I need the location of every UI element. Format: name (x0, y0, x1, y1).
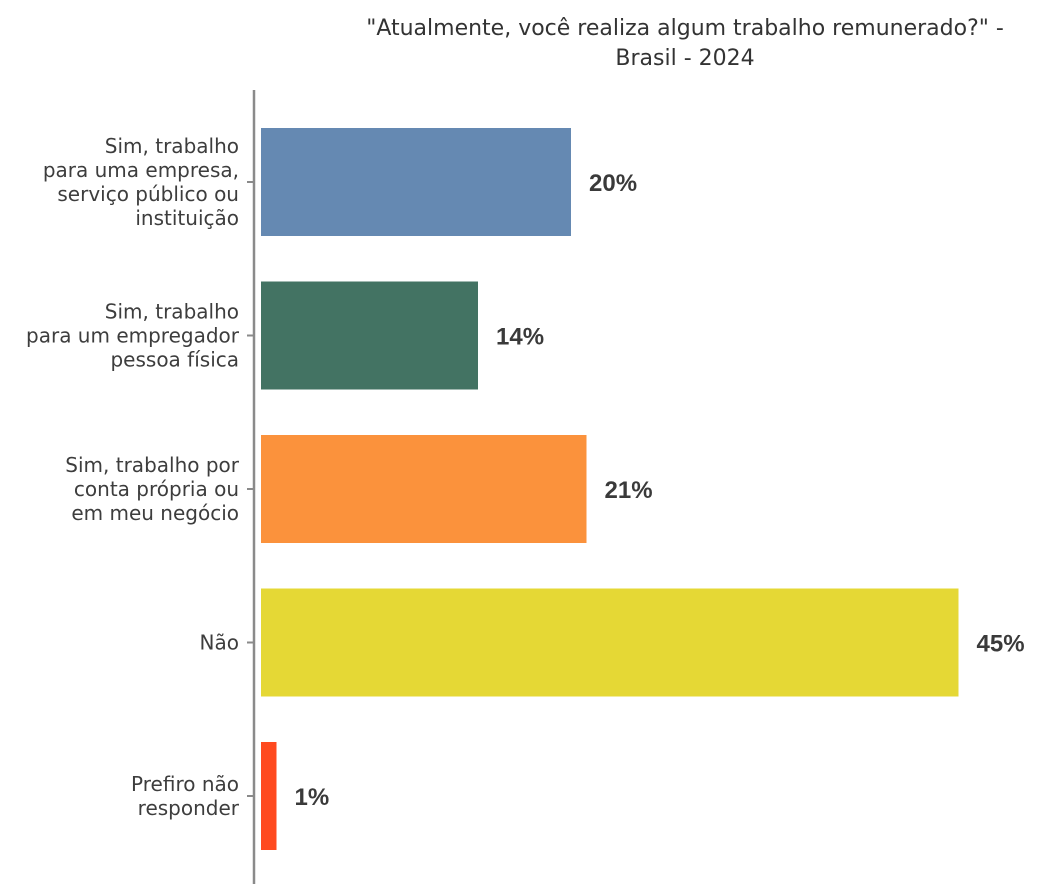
value-label-0: 20% (589, 170, 637, 197)
category-label-1-line-1: para um empregador (26, 324, 240, 348)
value-label-2: 21% (605, 477, 653, 504)
bar-0 (261, 128, 571, 236)
bar-2 (261, 435, 587, 543)
category-label-0-line-3: instituição (135, 206, 239, 230)
bar-1 (261, 281, 478, 390)
value-label-1: 14% (496, 324, 544, 351)
chart-title-line-2: Brasil - 2024 (615, 46, 755, 71)
category-label-1-line-2: pessoa física (110, 348, 239, 372)
value-label-3: 45% (977, 631, 1025, 658)
value-label-4: 1% (295, 784, 330, 811)
category-label-4: Prefiro não responder (131, 772, 240, 820)
category-label-2-line-2: em meu negócio (71, 501, 239, 525)
category-label-3: Não (200, 631, 239, 655)
category-label-4-line-0: Prefiro não (131, 772, 239, 796)
category-label-3-line-0: Não (200, 631, 239, 655)
category-label-1: Sim, trabalho para um empregador pessoa fí… (26, 300, 240, 372)
category-label-4-line-1: responder (138, 796, 240, 820)
bar-4 (261, 742, 277, 850)
category-label-2-line-1: conta própria ou (74, 477, 239, 501)
bar-3 (261, 588, 959, 697)
chart-title-line-1: "Atualmente, você realiza algum trabalho… (366, 16, 1004, 41)
chart-title: "Atualmente, você realiza algum trabalho… (330, 14, 1040, 74)
category-label-0-line-0: Sim, trabalho (105, 134, 239, 158)
category-label-2-line-0: Sim, trabalho por (65, 453, 239, 477)
category-label-0-line-2: serviço público ou (57, 182, 239, 206)
category-label-0: Sim, trabalho para uma empresa, serviço pú… (43, 134, 239, 230)
category-label-0-line-1: para uma empresa, (43, 158, 239, 182)
chart-marks: Sim, trabalho para uma empresa, serviço pú… (26, 128, 1025, 850)
category-label-1-line-0: Sim, trabalho (105, 300, 239, 324)
category-label-2: Sim, trabalho por conta própria ou em meu … (65, 453, 239, 525)
